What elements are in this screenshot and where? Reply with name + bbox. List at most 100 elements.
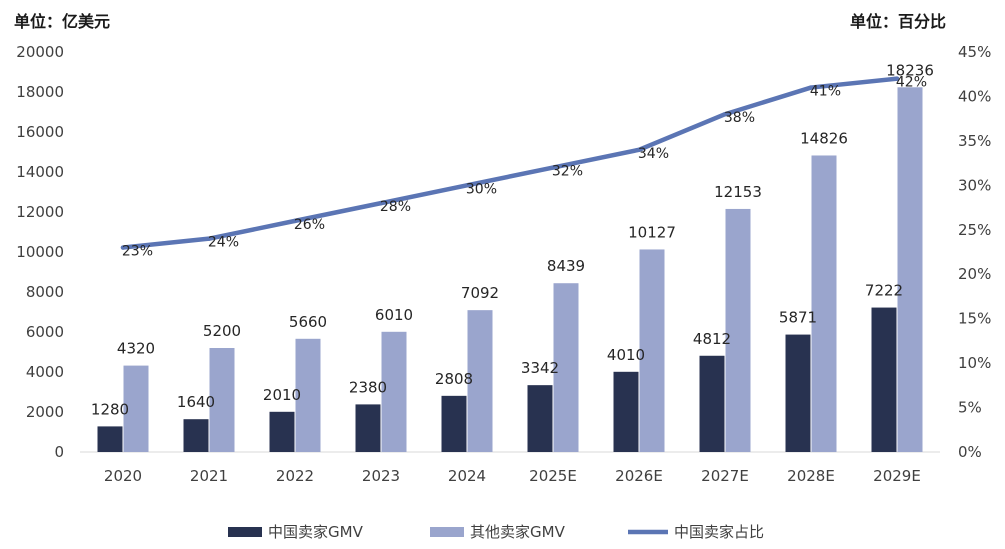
left-y-tick-label: 18000 <box>16 83 64 101</box>
right-y-tick-label: 5% <box>958 399 982 417</box>
bar-label-other-seller-gmv: 4320 <box>117 340 155 358</box>
bar-label-other-seller-gmv: 6010 <box>375 306 413 324</box>
bar-series <box>97 87 923 453</box>
bar-label-other-seller-gmv: 10127 <box>628 223 676 241</box>
bar-label-china-seller-gmv: 1280 <box>91 400 129 418</box>
left-y-tick-label: 10000 <box>16 243 64 261</box>
ratio-point <box>120 245 126 250</box>
right-y-tick-label: 35% <box>958 132 991 150</box>
bar-label-other-seller-gmv: 12153 <box>714 183 762 201</box>
ratio-data-label: 41% <box>810 84 841 100</box>
left-y-tick-label: 6000 <box>26 323 64 341</box>
bar-label-other-seller-gmv: 8439 <box>547 257 585 275</box>
bar-china-seller-gmv <box>527 385 553 452</box>
ratio-data-label: 28% <box>380 199 411 215</box>
bar-label-china-seller-gmv: 2010 <box>263 386 301 404</box>
x-tick-label: 2025E <box>529 467 577 485</box>
bar-other-seller-gmv <box>123 365 149 452</box>
bar-label-other-seller-gmv: 5200 <box>203 322 241 340</box>
bar-china-seller-gmv <box>785 334 811 452</box>
x-tick-label: 2022 <box>276 467 314 485</box>
bar-china-seller-gmv <box>183 419 209 452</box>
bar-other-seller-gmv <box>639 249 665 452</box>
ratio-point <box>808 85 814 90</box>
legend-label: 中国卖家GMV <box>268 523 364 541</box>
left-y-tick-label: 14000 <box>16 163 64 181</box>
bar-china-seller-gmv <box>871 307 897 452</box>
bar-data-labels: 1280 1640 2010 2380 2808 3342 4010 4812 5871 7222… <box>91 61 934 418</box>
bar-label-other-seller-gmv: 14826 <box>800 129 848 147</box>
x-tick-label: 2027E <box>701 467 749 485</box>
bar-label-china-seller-gmv: 5871 <box>779 309 817 327</box>
bar-other-seller-gmv <box>295 338 321 452</box>
ratio-data-label: 24% <box>208 235 239 251</box>
x-tick-label: 2026E <box>615 467 663 485</box>
ratio-data-label: 30% <box>466 181 497 197</box>
bar-label-china-seller-gmv: 1640 <box>177 393 215 411</box>
right-y-tick-label: 0% <box>958 443 982 461</box>
left-y-tick-label: 16000 <box>16 123 64 141</box>
bar-label-china-seller-gmv: 7222 <box>865 282 903 300</box>
ratio-data-label: 32% <box>552 164 583 180</box>
bar-other-seller-gmv <box>553 283 579 452</box>
ratio-data-label: 34% <box>638 146 669 162</box>
right-y-tick-label: 20% <box>958 265 991 283</box>
x-tick-label: 2029E <box>873 467 921 485</box>
ratio-data-label: 38% <box>724 110 755 126</box>
ratio-point <box>206 236 212 241</box>
right-y-tick-label: 45% <box>958 43 991 61</box>
ratio-data-labels: 23% 24% 26% 28% 30% 32% 34% 38% 41% 42% <box>122 75 927 260</box>
bar-label-china-seller-gmv: 2380 <box>349 378 387 396</box>
right-axis-unit: 单位：百分比 <box>850 12 946 31</box>
bar-other-seller-gmv <box>209 348 235 452</box>
ratio-point <box>378 200 384 206</box>
bar-label-other-seller-gmv: 7092 <box>461 284 499 302</box>
x-tick-label: 2028E <box>787 467 835 485</box>
right-y-tick-label: 40% <box>958 87 991 105</box>
legend-item-other-seller-gmv: 其他卖家GMV <box>430 523 566 541</box>
ratio-point <box>894 76 900 81</box>
legend-item-china-seller-gmv: 中国卖家GMV <box>228 523 364 541</box>
ratio-point <box>636 147 642 152</box>
legend-label: 中国卖家占比 <box>674 523 764 541</box>
right-y-tick-label: 25% <box>958 221 991 239</box>
bar-label-other-seller-gmv: 5660 <box>289 313 327 331</box>
left-y-tick-label: 2000 <box>26 403 64 421</box>
bar-other-seller-gmv <box>811 155 837 453</box>
ratio-line-series <box>120 76 900 250</box>
bar-china-seller-gmv <box>269 411 295 452</box>
bar-china-seller-gmv <box>355 404 381 452</box>
bar-china-seller-gmv <box>441 395 467 452</box>
bar-label-china-seller-gmv: 4812 <box>693 330 731 348</box>
right-y-axis: 0% 5% 10% 15% 20% 25% 30% 35% 40% 45% <box>958 43 991 461</box>
legend-item-china-seller-share: 中国卖家占比 <box>628 523 764 541</box>
bar-other-seller-gmv <box>381 331 407 452</box>
x-tick-label: 2023 <box>362 467 400 485</box>
ratio-data-label: 23% <box>122 244 153 260</box>
bar-label-china-seller-gmv: 4010 <box>607 346 645 364</box>
x-tick-label: 2020 <box>104 467 142 485</box>
legend-swatch <box>430 527 464 537</box>
bar-other-seller-gmv <box>725 208 751 452</box>
left-axis-unit: 单位：亿美元 <box>14 12 110 31</box>
right-y-tick-label: 15% <box>958 310 991 328</box>
ratio-line <box>120 76 900 250</box>
bar-china-seller-gmv <box>699 355 725 452</box>
left-y-tick-label: 8000 <box>26 283 64 301</box>
ratio-data-label: 42% <box>896 75 927 91</box>
ratio-data-label: 26% <box>294 217 325 233</box>
bar-label-china-seller-gmv: 3342 <box>521 359 559 377</box>
bar-china-seller-gmv <box>97 426 123 452</box>
x-tick-label: 2024 <box>448 467 486 485</box>
x-axis: 2020 2021 2022 2023 2024 2025E 2026E 2027E 2028E… <box>104 467 921 485</box>
right-y-tick-label: 10% <box>958 354 991 372</box>
ratio-point <box>464 183 470 188</box>
bar-label-china-seller-gmv: 2808 <box>435 370 473 388</box>
bar-label-other-seller-gmv: 18236 <box>886 61 934 79</box>
bar-china-seller-gmv <box>613 371 639 452</box>
bar-other-seller-gmv <box>467 310 493 452</box>
legend-swatch <box>228 527 262 537</box>
left-y-axis: 0 2000 4000 6000 8000 10000 12000 14000 16000 180… <box>16 43 64 461</box>
ratio-point <box>722 112 728 117</box>
